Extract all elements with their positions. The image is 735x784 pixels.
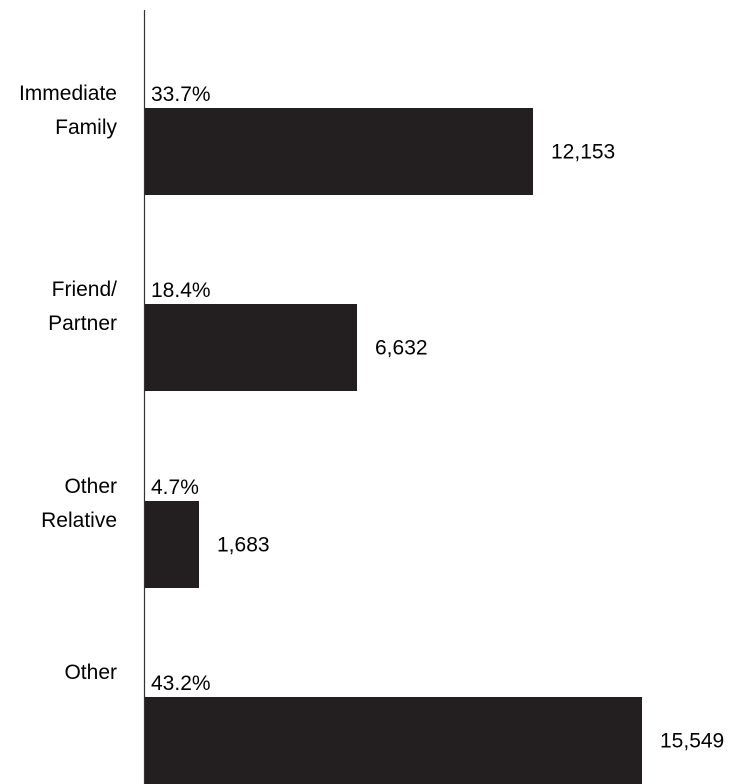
- value-label-1: 6,632: [375, 337, 428, 360]
- percent-label-2: 4.7%: [151, 476, 199, 499]
- percent-label-3: 43.2%: [151, 672, 211, 695]
- value-label-3: 15,549: [660, 730, 724, 753]
- category-label-1-line-0: Friend/: [52, 278, 118, 301]
- percent-label-0: 33.7%: [151, 83, 211, 106]
- value-label-2: 1,683: [217, 534, 270, 557]
- category-label-0-line-1: Family: [55, 116, 117, 139]
- value-label-0: 12,153: [551, 141, 615, 164]
- bars-layer: [145, 108, 642, 784]
- category-label-3-line-0: Other: [64, 661, 117, 684]
- category-label-2-line-0: Other: [64, 475, 117, 498]
- category-label-2-line-1: Relative: [41, 509, 117, 532]
- category-label-0-line-0: Immediate: [19, 82, 117, 105]
- bar-2: [145, 501, 199, 588]
- labels-layer: 33.7% 12,153 Immediate Family 18.4% 6,632 Frie…: [19, 82, 724, 753]
- bar-1: [145, 304, 357, 391]
- bar-3: [145, 697, 642, 784]
- bar-0: [145, 108, 533, 195]
- percent-label-1: 18.4%: [151, 279, 211, 302]
- category-label-1-line-1: Partner: [48, 312, 117, 335]
